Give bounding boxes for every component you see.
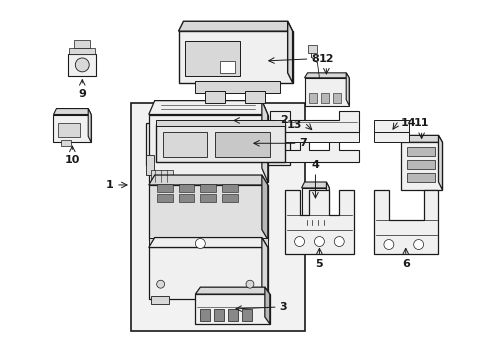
Bar	[242, 309, 251, 321]
Bar	[406, 147, 434, 156]
Circle shape	[245, 280, 253, 288]
Bar	[156, 194, 172, 202]
Bar	[178, 31, 292, 83]
Text: 14: 14	[400, 118, 416, 129]
Circle shape	[195, 239, 205, 248]
Bar	[185, 41, 240, 76]
Circle shape	[294, 237, 304, 247]
Bar	[150, 170, 172, 182]
Bar	[195, 81, 279, 93]
Polygon shape	[304, 73, 348, 78]
Bar	[222, 184, 238, 192]
Text: 6: 6	[401, 260, 409, 269]
Bar	[156, 184, 172, 192]
Polygon shape	[269, 132, 358, 142]
Bar	[214, 309, 224, 321]
Bar	[53, 114, 91, 142]
Polygon shape	[284, 190, 353, 255]
Circle shape	[75, 58, 89, 72]
Bar	[200, 309, 210, 321]
Bar	[148, 247, 267, 299]
Bar	[309, 93, 317, 103]
Text: 12: 12	[318, 54, 333, 64]
Bar	[148, 185, 267, 239]
Text: 10: 10	[64, 155, 80, 165]
Text: 3: 3	[279, 302, 287, 312]
Bar	[400, 142, 442, 190]
Bar	[228, 309, 238, 321]
Polygon shape	[400, 135, 442, 142]
Text: 9: 9	[78, 89, 86, 99]
Circle shape	[383, 239, 393, 249]
Polygon shape	[301, 182, 328, 188]
Text: 2: 2	[279, 116, 287, 126]
Bar	[155, 125, 284, 162]
Polygon shape	[373, 122, 408, 142]
Bar	[74, 40, 90, 48]
Bar	[178, 194, 194, 202]
Bar	[155, 121, 284, 126]
Bar	[61, 140, 71, 146]
Circle shape	[156, 280, 164, 288]
Polygon shape	[148, 238, 267, 247]
Polygon shape	[269, 140, 358, 162]
Polygon shape	[262, 238, 267, 299]
Circle shape	[334, 237, 344, 247]
Bar	[220, 61, 235, 73]
Bar	[200, 184, 216, 192]
Text: 7: 7	[299, 138, 306, 148]
Bar	[148, 238, 267, 249]
Polygon shape	[373, 190, 438, 255]
Polygon shape	[195, 287, 269, 294]
Bar	[163, 132, 207, 157]
Polygon shape	[262, 100, 267, 182]
Text: 13: 13	[286, 121, 302, 130]
Bar	[131, 103, 304, 331]
Polygon shape	[287, 21, 292, 83]
Bar	[321, 93, 328, 103]
Polygon shape	[438, 135, 442, 190]
Polygon shape	[148, 100, 267, 114]
Bar	[244, 91, 264, 103]
Text: 5: 5	[315, 260, 323, 269]
Polygon shape	[148, 175, 267, 185]
Bar	[150, 296, 168, 304]
Bar	[373, 121, 408, 132]
Bar	[178, 184, 194, 192]
Circle shape	[314, 237, 324, 247]
Text: 8: 8	[311, 54, 319, 64]
Bar	[195, 294, 269, 324]
Polygon shape	[262, 175, 267, 239]
Bar	[333, 93, 341, 103]
Polygon shape	[269, 111, 358, 132]
Bar	[304, 78, 348, 105]
Polygon shape	[88, 109, 91, 142]
Text: 1: 1	[105, 180, 113, 190]
Bar	[215, 132, 269, 157]
Bar	[200, 194, 216, 202]
Polygon shape	[264, 287, 269, 324]
Bar	[222, 194, 238, 202]
Polygon shape	[325, 182, 328, 220]
Text: 11: 11	[413, 118, 428, 129]
Bar	[205, 91, 224, 103]
Bar	[301, 188, 328, 220]
Text: 4: 4	[311, 160, 319, 170]
Bar	[145, 123, 289, 165]
Polygon shape	[53, 109, 91, 114]
Polygon shape	[178, 21, 292, 31]
Bar	[307, 45, 317, 53]
Bar	[145, 155, 153, 175]
Circle shape	[413, 239, 423, 249]
Bar	[69, 48, 95, 54]
Bar	[406, 160, 434, 169]
Bar	[230, 296, 247, 304]
Polygon shape	[346, 73, 348, 105]
Bar	[59, 123, 80, 137]
Bar	[68, 54, 96, 76]
Bar	[406, 173, 434, 182]
Bar	[148, 114, 267, 182]
